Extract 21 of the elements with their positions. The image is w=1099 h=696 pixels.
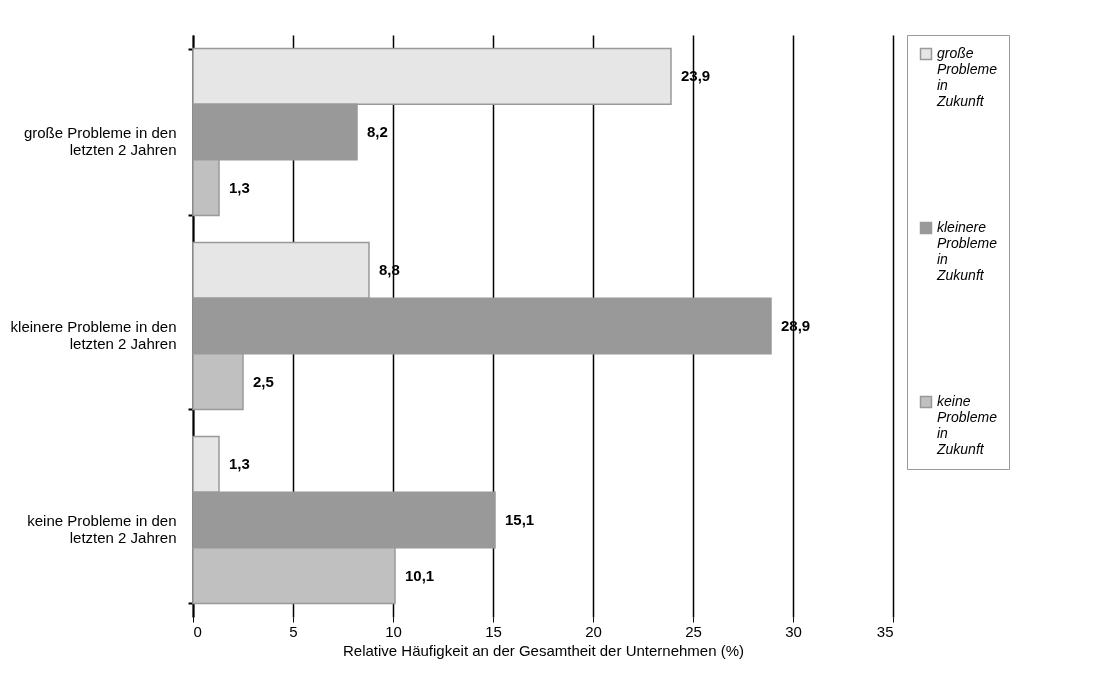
data-label: 8,2: [367, 123, 388, 140]
legend-label: kleinere Probleme in Zukunft: [936, 219, 998, 283]
x-tick-label: 10: [385, 622, 402, 640]
data-label: 1,3: [229, 178, 250, 196]
y-tick-label: große Probleme in den letzten 2 Jahren: [23, 123, 177, 158]
x-tick-label: 15: [485, 622, 502, 640]
y-tick-label: keine Probleme in den letzten 2 Jahren: [27, 511, 177, 546]
x-tick-label: 5: [289, 622, 298, 640]
x-tick-label: 25: [685, 622, 702, 640]
x-tick-label: 20: [585, 622, 602, 640]
x-axis-title: Relative Häufigkeit an der Gesamtheit der Unternehmen (%): [342, 641, 745, 659]
y-tick-label: kleinere Probleme in den letzten 2 Jahren: [10, 317, 177, 352]
legend-label: große Probleme in Zukunft: [936, 45, 998, 109]
x-tick-label: 30: [785, 622, 802, 640]
x-tick-label: 0: [193, 622, 202, 640]
data-label: 1,3: [229, 455, 250, 473]
data-label: 2,5: [253, 372, 274, 390]
x-tick-label: 35: [876, 622, 894, 640]
data-label: 10,1: [405, 566, 435, 584]
legend-label: keine Probleme in Zukunft: [936, 393, 998, 457]
data-label: 15,1: [505, 511, 535, 528]
